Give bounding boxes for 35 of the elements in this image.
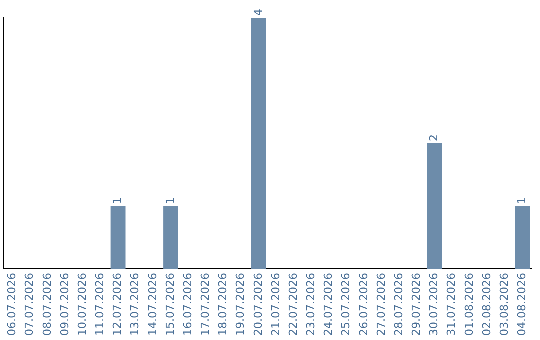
x-tick-label: 26.07.2026	[357, 273, 370, 336]
x-tick-label: 12.07.2026	[111, 273, 124, 336]
x-tick-label: 25.07.2026	[340, 273, 353, 336]
x-tick-label: 02.08.2026	[480, 273, 494, 336]
x-tick-label: 10.07.2026	[76, 273, 89, 336]
x-tick-label: 24.07.2026	[322, 273, 336, 336]
x-tick-label: 16.07.2026	[181, 273, 194, 336]
x-tick-label: 22.07.2026	[286, 273, 300, 336]
x-tick-label: 13.07.2026	[128, 273, 142, 336]
data-label: 2	[428, 134, 441, 142]
x-tick-label: 06.07.2026	[6, 273, 19, 336]
x-tick-label: 01.08.2026	[462, 273, 476, 336]
x-tick-label: 23.07.2026	[304, 273, 318, 336]
x-tick-label: 03.08.2026	[498, 273, 511, 336]
x-tick-label: 17.07.2026	[199, 273, 212, 336]
x-tick-label: 18.07.2026	[216, 273, 230, 336]
x-tick-label: 15.07.2026	[164, 273, 177, 336]
x-tick-label: 14.07.2026	[146, 273, 160, 336]
x-tick-label: 04.08.2026	[516, 273, 529, 336]
x-tick-label: 11.07.2026	[94, 273, 107, 336]
x-tick-label: 20.07.2026	[252, 273, 265, 336]
data-label: 1	[516, 197, 529, 204]
data-label: 1	[111, 197, 124, 204]
data-label: 1	[164, 197, 177, 204]
x-tick-label: 30.07.2026	[428, 273, 441, 336]
data-label: 4	[252, 9, 265, 16]
x-tick-label: 08.07.2026	[40, 273, 54, 336]
x-tick-label: 31.07.2026	[445, 273, 458, 336]
x-tick-label: 21.07.2026	[269, 273, 282, 336]
x-tick-label: 09.07.2026	[58, 273, 72, 336]
x-tick-label: 07.07.2026	[23, 273, 36, 336]
x-tick-label: 19.07.2026	[234, 273, 248, 336]
x-tick-label: 29.07.2026	[410, 273, 424, 336]
x-tick-label: 28.07.2026	[392, 273, 406, 336]
x-tick-label: 27.07.2026	[374, 273, 388, 336]
